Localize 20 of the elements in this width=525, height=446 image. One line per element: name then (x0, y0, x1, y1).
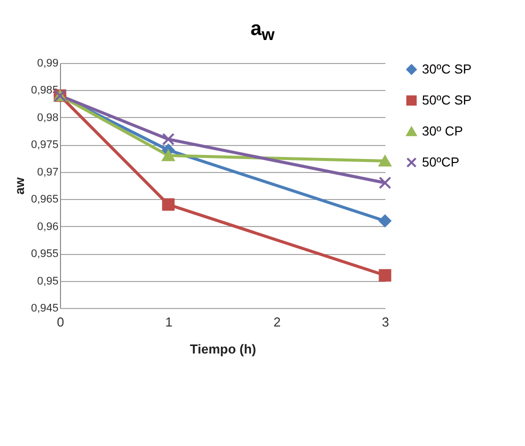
x-tick-label: 1 (165, 314, 172, 330)
y-tick-label: 0,95 (37, 275, 58, 288)
legend-label: 50ºCP (422, 154, 460, 170)
y-tick-label: 0,98 (37, 112, 58, 124)
legend-label: 30º CP (422, 124, 463, 138)
x-tick-label: 2 (274, 314, 281, 330)
chart-title: a$_{w}$ (249, 17, 276, 46)
x-tick-label: 3 (382, 314, 390, 330)
x-axis-title: Tiempo (h) (190, 342, 256, 356)
y-tick-label: 0,965 (30, 194, 58, 206)
x-tick-label: 0 (56, 314, 64, 330)
y-tick-label: 0,945 (30, 302, 58, 314)
legend-label: 30ºC SP (422, 62, 472, 76)
legend-label: 50ºC SP (422, 92, 472, 108)
y-axis-title: aw (12, 176, 27, 195)
y-tick-label: 0,955 (30, 248, 58, 260)
y-tick-label: 0,97 (37, 166, 58, 178)
y-tick-label: 0,99 (37, 58, 58, 70)
y-tick-label: 0,96 (37, 220, 58, 233)
y-tick-label: 0,975 (30, 139, 58, 152)
